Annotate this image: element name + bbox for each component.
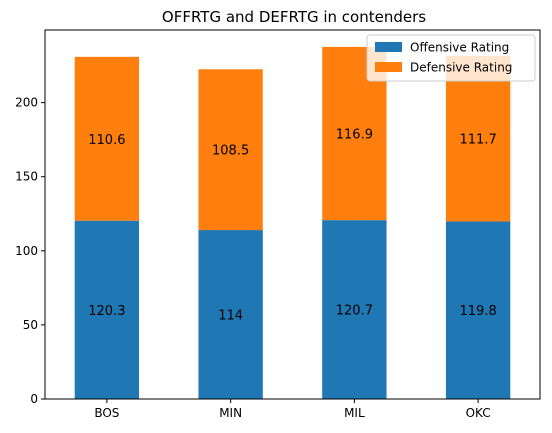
bar-bos-series-2 xyxy=(74,56,140,221)
data-label-bos-series-1: 120.3 xyxy=(88,304,125,319)
plot-frame xyxy=(44,29,541,400)
data-label-okc-series-2: 111.7 xyxy=(460,133,497,148)
x-tick-label-mil: MIL xyxy=(344,406,365,420)
legend-swatch-series-2 xyxy=(375,62,402,72)
data-label-min-series-1: 114 xyxy=(218,309,243,324)
legend: Offensive Rating Defensive Rating xyxy=(366,34,536,82)
legend-label-series-2: Defensive Rating xyxy=(410,61,512,75)
legend-box xyxy=(366,34,536,82)
data-labels-layer: 120.3 110.6 114 108.5 120.7 116.9 119.8 111.7 xyxy=(88,128,496,324)
legend-label-series-1: Offensive Rating xyxy=(410,41,509,55)
x-tick-label-okc: OKC xyxy=(466,406,491,420)
y-tick-label: 150 xyxy=(15,170,38,184)
bar-min-series-2 xyxy=(198,69,263,231)
data-label-mil-series-1: 120.7 xyxy=(336,304,373,319)
bars-layer xyxy=(74,46,511,399)
y-tick-label: 50 xyxy=(23,318,38,332)
bar-min-series-1 xyxy=(198,230,263,399)
y-tick-label: 200 xyxy=(15,96,38,110)
bar-okc-series-2 xyxy=(445,55,511,222)
axes-layer: 0 50 100 150 200 BOS MIN MIL OKC xyxy=(15,29,541,420)
bar-mil-series-1 xyxy=(322,220,387,399)
data-label-bos-series-2: 110.6 xyxy=(88,133,125,148)
bar-bos-series-1 xyxy=(74,220,140,399)
y-tick-label: 100 xyxy=(15,244,38,258)
x-tick-label-bos: BOS xyxy=(94,406,119,420)
data-label-okc-series-1: 119.8 xyxy=(460,304,497,319)
bar-okc-series-1 xyxy=(445,221,511,399)
legend-swatch-series-1 xyxy=(375,42,402,52)
y-tick-label: 0 xyxy=(30,392,38,406)
data-label-min-series-2: 108.5 xyxy=(212,144,249,159)
chart-title: OFFRTG and DEFRTG in contenders xyxy=(162,8,426,26)
data-label-mil-series-2: 116.9 xyxy=(336,128,373,143)
x-tick-label-min: MIN xyxy=(219,406,242,420)
